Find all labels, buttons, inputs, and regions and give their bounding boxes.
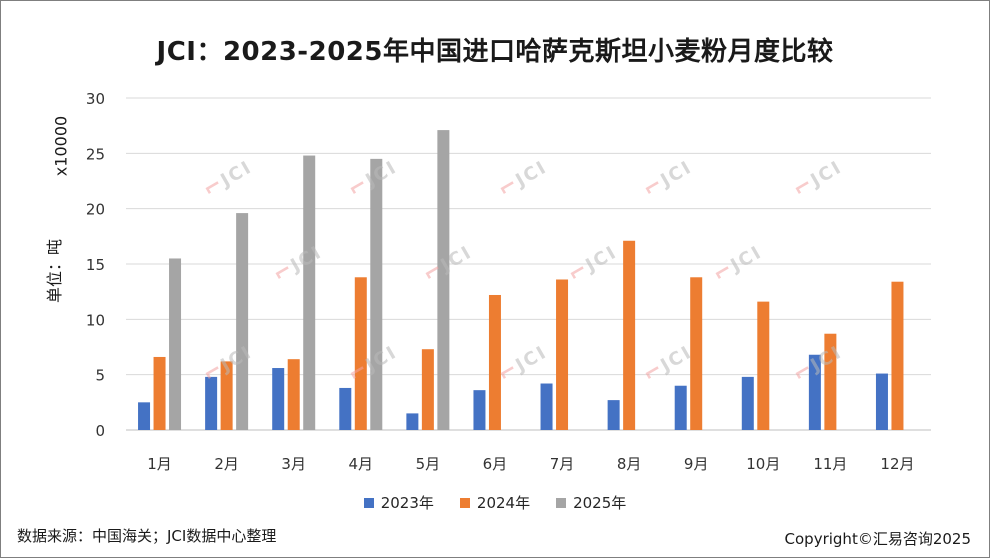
bar-2023年-3月 [272,368,285,430]
legend-label: 2023年 [380,494,434,512]
y-tick-label: 10 [86,311,105,329]
data-source-note: 数据来源：中国海关；JCI数据中心整理 [17,527,277,545]
bar-2025年-4月 [370,158,383,430]
bar-2024年-5月 [421,349,434,430]
bar-2024年-4月 [354,277,367,430]
bar-2024年-1月 [153,356,166,430]
x-tick-label: 3月 [281,455,306,473]
bar-2023年-2月 [205,376,218,430]
bar-2025年-1月 [169,258,182,430]
y-tick-label: 15 [86,256,105,274]
bar-2024年-9月 [690,277,703,430]
bar-2023年-11月 [808,354,821,430]
legend-item: 2024年 [459,492,531,513]
bar-2023年-10月 [741,376,754,430]
legend-item: 2025年 [556,492,626,513]
legend-label: 2025年 [573,494,627,512]
x-tick-label: 1月 [147,455,172,473]
x-tick-label: 7月 [550,455,575,473]
legend-item: 2023年 [363,492,434,513]
bar-2024年-12月 [891,281,904,430]
x-tick-label: 9月 [684,455,709,473]
bar-2023年-12月 [875,373,888,430]
x-tick-label: 6月 [483,455,508,473]
chart-title: JCI：2023-2025年中国进口哈萨克斯坦小麦粉月度比较 [156,37,834,67]
bar-2024年-6月 [488,294,501,430]
bar-2025年-5月 [437,130,450,431]
x-tick-label: 4月 [349,455,374,473]
bar-2023年-8月 [607,400,620,430]
bar-2023年-6月 [473,390,486,430]
bar-2024年-2月 [220,361,233,430]
bar-2024年-3月 [287,359,300,430]
y-tick-label: 30 [86,90,105,108]
legend-label: 2024年 [476,494,531,512]
bar-2023年-9月 [674,385,687,430]
bar-2023年-1月 [138,402,151,430]
legend-swatch [363,497,374,508]
legend-swatch [556,497,567,508]
bar-2024年-10月 [757,301,770,430]
bar-2024年-11月 [824,333,837,430]
x-tick-label: 2月 [214,455,239,473]
x-tick-label: 12月 [880,455,914,473]
y-tick-label: 0 [95,422,105,440]
y-tick-label: 5 [95,367,105,385]
bar-2023年-7月 [540,383,553,430]
x-tick-label: 11月 [813,455,847,473]
bar-2025年-3月 [303,155,316,430]
x-tick-label: 8月 [617,455,642,473]
bar-2024年-7月 [556,279,569,430]
chart-legend: 2023年 2024年 2025年 [1,492,989,513]
x-tick-label: 5月 [416,455,441,473]
y-tick-label: 20 [86,201,105,219]
y-tick-label: 25 [86,145,105,163]
bar-2024年-8月 [623,240,636,430]
copyright-note: Copyright©汇易咨询2025 [784,530,971,548]
bar-2023年-4月 [339,387,352,430]
bar-2023年-5月 [406,413,419,430]
x-tick-label: 10月 [746,455,780,473]
legend-swatch [459,497,470,508]
bar-2025年-2月 [236,213,249,430]
